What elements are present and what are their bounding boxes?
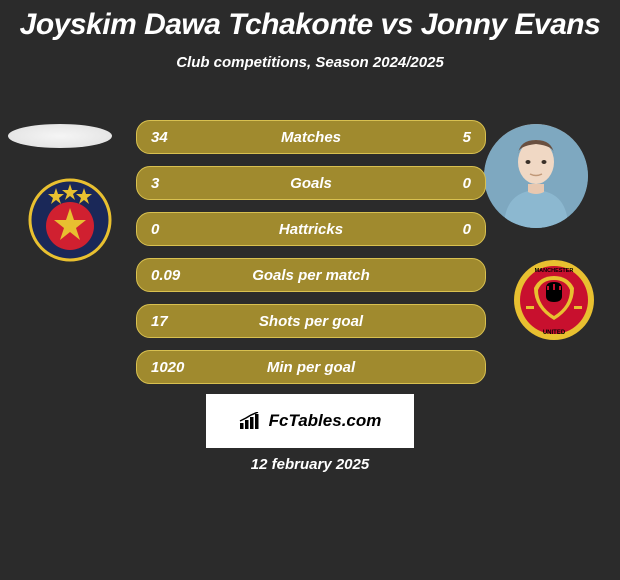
stat-label: Hattricks bbox=[211, 221, 411, 238]
stat-label: Goals per match bbox=[211, 267, 411, 284]
stat-left-value: 34 bbox=[151, 129, 211, 146]
stats-container: 34 Matches 5 3 Goals 0 0 Hattricks 0 0.0… bbox=[136, 120, 486, 396]
stat-left-value: 0.09 bbox=[151, 267, 211, 284]
stat-row: 1020 Min per goal bbox=[136, 350, 486, 384]
stat-label: Shots per goal bbox=[211, 313, 411, 330]
subtitle: Club competitions, Season 2024/2025 bbox=[0, 54, 620, 71]
date-text: 12 february 2025 bbox=[0, 456, 620, 473]
player-right-club-badge: MANCHESTER UNITED bbox=[512, 258, 596, 342]
svg-text:MANCHESTER: MANCHESTER bbox=[535, 268, 574, 274]
stat-label: Min per goal bbox=[211, 359, 411, 376]
svg-text:UNITED: UNITED bbox=[543, 330, 566, 336]
page-title: Joyskim Dawa Tchakonte vs Jonny Evans bbox=[0, 0, 620, 42]
stat-label: Matches bbox=[211, 129, 411, 146]
stat-left-value: 0 bbox=[151, 221, 211, 238]
player-right-avatar bbox=[484, 124, 588, 228]
player-left-avatar bbox=[8, 124, 112, 148]
footer-text: FcTables.com bbox=[269, 411, 382, 431]
stat-row: 3 Goals 0 bbox=[136, 166, 486, 200]
stat-row: 17 Shots per goal bbox=[136, 304, 486, 338]
stat-row: 0 Hattricks 0 bbox=[136, 212, 486, 246]
stat-left-value: 17 bbox=[151, 313, 211, 330]
stat-row: 0.09 Goals per match bbox=[136, 258, 486, 292]
stat-right-value: 5 bbox=[411, 129, 471, 146]
stat-right-value: 0 bbox=[411, 175, 471, 192]
player-left-club-badge bbox=[28, 178, 112, 262]
stat-label: Goals bbox=[211, 175, 411, 192]
stat-right-value: 0 bbox=[411, 221, 471, 238]
stat-row: 34 Matches 5 bbox=[136, 120, 486, 154]
stat-left-value: 1020 bbox=[151, 359, 211, 376]
footer-watermark: FcTables.com bbox=[206, 394, 414, 448]
stat-left-value: 3 bbox=[151, 175, 211, 192]
chart-icon bbox=[239, 412, 263, 430]
